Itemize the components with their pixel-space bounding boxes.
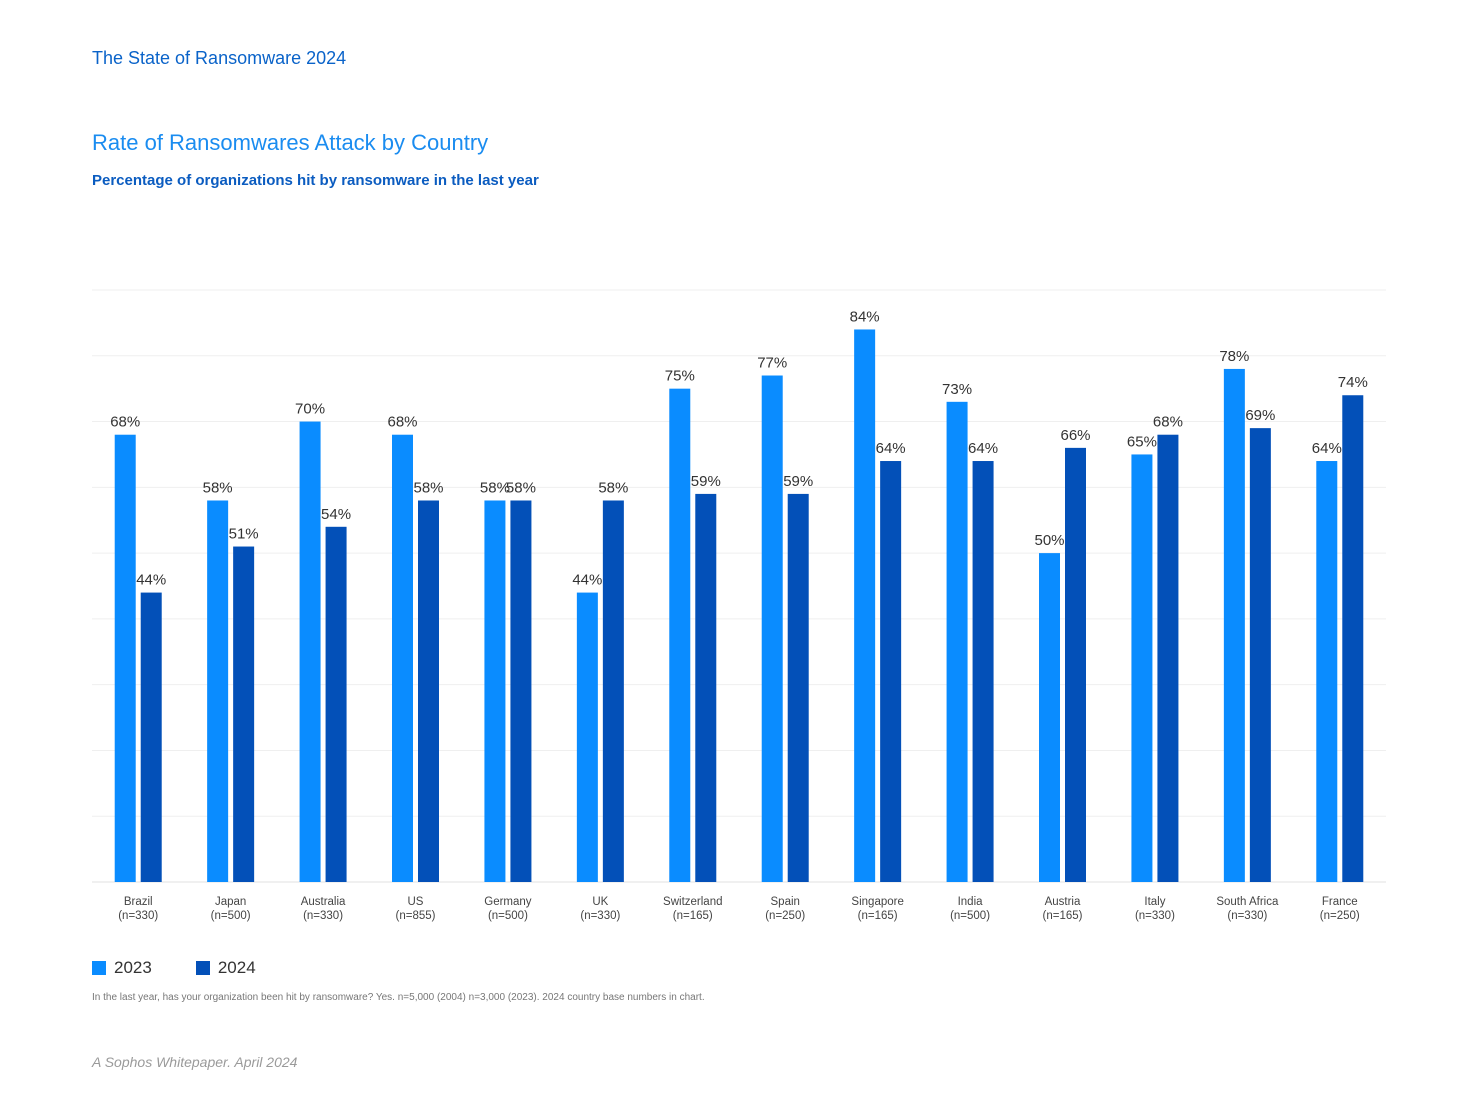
data-label: 68%	[387, 414, 417, 431]
category-label: Brazil	[124, 896, 153, 908]
data-label: 73%	[942, 381, 972, 398]
bar	[233, 546, 255, 882]
data-label: 44%	[572, 572, 602, 589]
bar	[140, 592, 162, 882]
bar	[299, 421, 321, 882]
bar	[510, 500, 532, 882]
category-label: South Africa	[1216, 896, 1279, 908]
data-label: 70%	[295, 401, 325, 418]
data-label: 58%	[413, 479, 443, 496]
bar	[695, 493, 717, 882]
category-base-label: (n=165)	[673, 910, 713, 922]
category-label: US	[408, 896, 424, 908]
chart-subtitle: Percentage of organizations hit by ranso…	[92, 172, 539, 189]
bar	[1065, 447, 1086, 882]
category-base-label: (n=330)	[118, 910, 158, 922]
bar	[972, 461, 994, 882]
category-base-label: (n=165)	[1043, 910, 1083, 922]
data-label: 58%	[203, 479, 233, 496]
data-label: 68%	[110, 414, 140, 431]
bar	[1223, 368, 1245, 882]
data-label: 69%	[1245, 407, 1275, 424]
data-label: 58%	[506, 479, 536, 496]
category-label: Singapore	[851, 896, 903, 908]
data-label: 77%	[757, 355, 787, 372]
category-base-label: (n=500)	[211, 910, 251, 922]
bar	[1249, 428, 1271, 882]
category-base-label: (n=330)	[303, 910, 343, 922]
category-base-label: (n=330)	[580, 910, 620, 922]
bar	[418, 500, 439, 882]
bar	[392, 434, 413, 882]
report-title: The State of Ransomware 2024	[92, 48, 347, 68]
category-base-label: (n=330)	[1227, 910, 1267, 922]
data-label: 59%	[691, 473, 721, 490]
data-label: 74%	[1338, 374, 1368, 391]
bar	[484, 500, 506, 882]
bar	[114, 434, 136, 882]
data-label: 65%	[1127, 433, 1157, 450]
bar	[325, 526, 347, 882]
category-label: Spain	[771, 896, 800, 908]
data-label: 64%	[1312, 440, 1342, 457]
data-label: 58%	[598, 479, 628, 496]
bar	[946, 401, 968, 882]
data-label: 44%	[136, 572, 166, 589]
category-base-label: (n=250)	[1320, 910, 1360, 922]
category-label: Germany	[484, 896, 532, 908]
bar	[602, 500, 624, 882]
data-label: 75%	[665, 368, 695, 385]
bar	[854, 329, 876, 882]
chart-legend: 2023 2024	[92, 958, 300, 978]
category-label: Australia	[301, 896, 346, 908]
category-base-label: (n=855)	[396, 910, 436, 922]
category-label: Austria	[1045, 896, 1081, 908]
category-label: India	[958, 896, 984, 908]
category-base-label: (n=165)	[858, 910, 898, 922]
legend-item-2024: 2024	[195, 958, 256, 978]
category-base-label: (n=500)	[950, 910, 990, 922]
legend-item-2023: 2023	[92, 958, 152, 978]
bar	[1157, 434, 1179, 882]
category-label: Japan	[215, 896, 246, 908]
bar	[880, 461, 902, 882]
bar	[1039, 553, 1060, 882]
data-label: 54%	[321, 506, 351, 523]
data-label: 64%	[876, 440, 906, 457]
legend-label-2024: 2024	[217, 958, 256, 977]
category-base-label: (n=500)	[488, 910, 528, 922]
bar	[1316, 461, 1338, 882]
bar	[576, 592, 598, 882]
data-label: 78%	[1219, 348, 1249, 365]
bar	[761, 375, 783, 882]
category-label: UK	[592, 896, 608, 908]
data-label: 51%	[229, 526, 259, 543]
data-label: 64%	[968, 440, 998, 457]
data-label: 66%	[1060, 427, 1090, 444]
footnote: In the last year, has your organization …	[92, 992, 705, 1003]
data-label: 50%	[1034, 532, 1064, 549]
data-label: 58%	[480, 479, 510, 496]
legend-label-2023: 2023	[114, 958, 152, 977]
bar	[1131, 454, 1153, 882]
category-base-label: (n=330)	[1135, 910, 1175, 922]
category-label: Switzerland	[663, 896, 722, 908]
bar	[207, 500, 229, 882]
legend-swatch-2023	[92, 961, 106, 975]
bar-chart: 68% 44% Brazil (n=330) 58% 51% Japan (n=500) 70%…	[92, 289, 1386, 922]
data-label: 68%	[1153, 414, 1183, 431]
category-label: France	[1322, 896, 1358, 908]
legend-swatch-2024	[195, 961, 210, 975]
bar	[1342, 395, 1364, 882]
footer: A Sophos Whitepaper. April 2024	[92, 1054, 298, 1070]
data-label: 84%	[850, 308, 880, 325]
category-base-label: (n=250)	[765, 910, 805, 922]
bar	[787, 493, 809, 882]
bar	[669, 388, 691, 882]
data-label: 59%	[783, 473, 813, 490]
chart-title: Rate of Ransomwares Attack by Country	[92, 130, 489, 155]
category-label: Italy	[1144, 896, 1165, 908]
